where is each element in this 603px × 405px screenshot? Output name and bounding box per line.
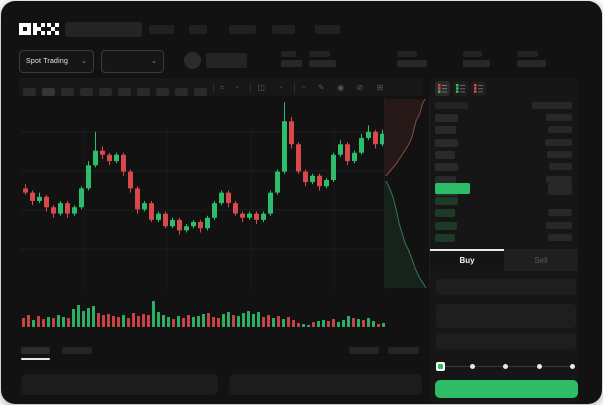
chevron-down-icon[interactable]: ⌄ [234,84,240,90]
interval-button-3[interactable] [80,88,93,96]
coin-icon [184,52,201,69]
tab-sell[interactable]: Sell [504,249,578,271]
active-tab-underline [21,358,50,360]
market-type-label: Spot Trading [26,58,69,65]
okx-logo[interactable] [19,23,59,35]
stat-value [281,60,302,67]
bid-row-price[interactable] [435,197,458,205]
stat-label [463,51,482,57]
fullscreen-icon[interactable]: ⊞ [376,83,384,92]
pair-name-placeholder [206,53,247,68]
orderbook-header-amount [532,102,572,109]
orders-panel-placeholder [21,374,218,395]
candle-style-icon[interactable]: ◫ [257,83,265,92]
slider-stop-100[interactable] [570,364,575,369]
pair-selector-dropdown[interactable]: ⌄ [101,50,164,73]
bid-row-amount [546,221,572,229]
ask-row-amount [547,150,572,158]
interval-button-7[interactable] [156,88,169,96]
search-input[interactable] [65,22,142,37]
bid-row-amount [548,233,572,241]
last-price-price[interactable] [435,183,470,194]
stat-label [397,51,417,57]
bid-row-amount [548,209,572,217]
slider-stop-50[interactable] [503,364,508,369]
orderbook-trade-panel: Buy Sell [430,78,578,404]
interval-button-6[interactable] [137,88,150,96]
nav-item-0[interactable] [149,25,174,34]
bid-row-price[interactable] [435,233,455,242]
market-type-selector[interactable]: Spot Trading ⌄ [19,50,94,73]
settings-icon[interactable]: ⊘ [356,83,364,92]
ask-row-amount [545,138,572,146]
stat-label [517,51,538,57]
stat-value [397,60,427,67]
total-field[interactable] [436,333,576,349]
chart-tools: ≈ ⌄ ◫ ⌄ ~ ✎ ◉ ⊘ ⊞ [207,79,383,97]
ask-row-amount [548,187,572,195]
bottom-action-placeholder[interactable] [388,347,419,354]
stat-label [309,51,330,57]
last-price-amount [548,183,572,190]
bid-row-price[interactable] [435,209,455,218]
book-bids-icon[interactable] [453,81,468,96]
interval-button-1[interactable] [42,88,55,96]
orderbook-header-price[interactable] [435,102,468,109]
draw-icon[interactable]: ✎ [317,83,325,92]
ask-row-price[interactable] [435,126,456,135]
nav-item-2[interactable] [229,25,256,34]
interval-button-0[interactable] [23,88,36,96]
ask-row-price[interactable] [435,114,458,122]
camera-icon[interactable]: ◉ [337,83,345,92]
ask-row-amount [549,163,572,171]
chevron-down-icon[interactable]: ⌄ [278,84,284,90]
bottom-action-placeholder[interactable] [349,347,379,354]
ask-row-price[interactable] [435,175,456,184]
price-field[interactable] [436,279,576,295]
stat-value [463,60,490,67]
stat-label [281,51,296,57]
stat-value [309,60,336,67]
amount-slider[interactable] [436,362,575,371]
chevron-down-icon: ⌄ [151,58,157,65]
line-type-icon[interactable]: ~ [300,83,306,92]
volume-chart[interactable] [21,295,386,329]
nav-item-1[interactable] [189,25,207,34]
interval-button-2[interactable] [61,88,74,96]
nav-item-3[interactable] [272,25,295,34]
book-combined-icon[interactable] [435,81,450,96]
interval-button-9[interactable] [194,88,207,96]
orders-panel-placeholder [229,374,422,395]
chevron-down-icon: ⌄ [81,58,87,65]
nav-item-4[interactable] [315,25,340,34]
interval-button-8[interactable] [175,88,188,96]
ask-row-amount [548,126,572,134]
ask-row-amount [546,175,572,183]
slider-stop-25[interactable] [469,364,475,369]
ask-row-amount [546,114,572,121]
tab-buy[interactable]: Buy [430,249,504,271]
book-asks-icon[interactable] [471,81,486,96]
interval-button-4[interactable] [99,88,112,96]
ask-row-price[interactable] [435,150,455,159]
amount-field[interactable] [436,304,576,328]
depth-chart[interactable] [384,97,430,290]
ask-row-price[interactable] [435,138,458,147]
interval-button-5[interactable] [118,88,131,96]
interval-buttons [23,83,213,96]
stat-value [517,60,546,67]
ask-row-price[interactable] [435,163,458,172]
buy-submit-button[interactable] [435,380,578,398]
bid-row-price[interactable] [435,221,457,230]
bottom-tab-orders[interactable] [21,347,50,354]
bottom-tab-history[interactable] [62,347,92,354]
indicator-icon[interactable]: ≈ [220,83,225,92]
trade-tabs: Buy Sell [430,249,578,271]
slider-stop-75[interactable] [536,364,542,369]
candlestick-chart[interactable] [21,96,386,291]
slider-handle[interactable] [436,362,445,371]
